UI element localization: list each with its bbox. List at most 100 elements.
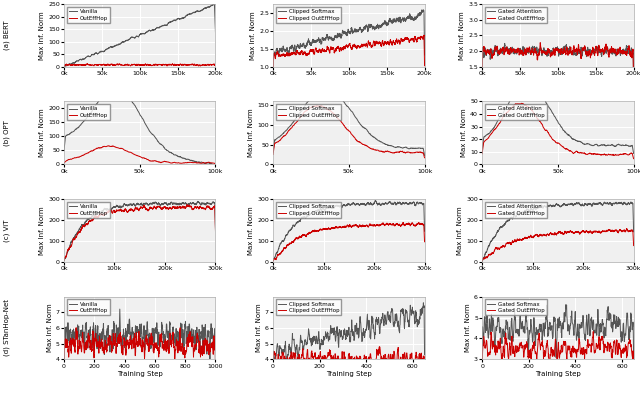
Clipped Softmax (416, 10, 424, 15)
Gated Attention (548, 49, 556, 54)
Legend: Gated Softmax, Gated OutEffHop: Gated Softmax, Gated OutEffHop (485, 299, 547, 316)
Line: OutEffHop: OutEffHop (64, 328, 216, 377)
Y-axis label: Max Inf. Norm: Max Inf. Norm (248, 109, 255, 157)
OutEffHop (60, 64, 68, 69)
Clipped OutEffHop (339, 46, 346, 51)
Gated Attention (540, 94, 547, 99)
Legend: Gated Attention, Gated OutEffHop: Gated Attention, Gated OutEffHop (485, 7, 547, 23)
Clipped OutEffHop (373, 148, 381, 152)
Gated OutEffHop (611, 228, 618, 233)
Y-axis label: Max Inf. Norm: Max Inf. Norm (250, 11, 256, 60)
Clipped OutEffHop (310, 357, 317, 361)
Line: Clipped OutEffHop: Clipped OutEffHop (273, 347, 424, 385)
Gated OutEffHop (596, 152, 604, 157)
Line: OutEffHop: OutEffHop (64, 146, 216, 164)
OutEffHop (84, 61, 92, 66)
Y-axis label: Max Inf. Norm: Max Inf. Norm (461, 109, 467, 157)
Vanilla (122, 91, 129, 96)
Gated OutEffHop (518, 345, 526, 350)
Y-axis label: Max Inf. Norm: Max Inf. Norm (39, 109, 45, 157)
OutEffHop (207, 63, 215, 68)
Gated Softmax (630, 355, 637, 360)
Y-axis label: Max Inf. Norm: Max Inf. Norm (460, 11, 465, 60)
Vanilla (179, 335, 186, 340)
Gated Attention (478, 149, 486, 154)
Gated Attention (545, 105, 553, 110)
OutEffHop (212, 64, 220, 68)
Vanilla (118, 204, 126, 209)
Gated OutEffHop (582, 152, 590, 157)
OutEffHop (207, 63, 215, 68)
Clipped OutEffHop (420, 239, 428, 244)
X-axis label: Training Step: Training Step (326, 371, 372, 377)
Vanilla (212, 366, 220, 371)
Vanilla (122, 336, 129, 341)
Y-axis label: Max Inf. Norm: Max Inf. Norm (47, 304, 53, 352)
Legend: Vanilla, OutEffHop: Vanilla, OutEffHop (67, 104, 110, 120)
Clipped Softmax (420, 229, 428, 234)
OutEffHop (76, 345, 83, 350)
Line: Clipped Softmax: Clipped Softmax (273, 201, 424, 261)
OutEffHop (68, 63, 76, 68)
Clipped OutEffHop (269, 152, 277, 157)
Gated OutEffHop (630, 243, 637, 248)
OutEffHop (60, 375, 68, 380)
Legend: Vanilla, OutEffHop: Vanilla, OutEffHop (67, 7, 110, 23)
Gated Attention (552, 46, 560, 51)
OutEffHop (212, 229, 220, 234)
OutEffHop (209, 206, 216, 211)
OutEffHop (212, 162, 220, 166)
Vanilla (212, 162, 220, 167)
Vanilla (181, 324, 189, 329)
Clipped Softmax (418, 200, 426, 205)
Gated Attention (611, 201, 618, 206)
Vanilla (60, 365, 68, 370)
OutEffHop (130, 62, 138, 67)
Clipped Softmax (416, 10, 424, 15)
Vanilla (130, 35, 138, 40)
OutEffHop (60, 161, 68, 166)
Clipped Softmax (420, 153, 428, 158)
Clipped Softmax (420, 53, 428, 57)
Vanilla (194, 199, 202, 204)
Legend: Gated Attention, Gated OutEffHop: Gated Attention, Gated OutEffHop (485, 202, 547, 218)
Line: Clipped Softmax: Clipped Softmax (273, 89, 424, 156)
Line: Clipped Softmax: Clipped Softmax (273, 303, 424, 378)
OutEffHop (179, 161, 186, 166)
Clipped Softmax (343, 33, 351, 38)
Vanilla (116, 307, 124, 312)
Vanilla (210, 163, 218, 167)
Vanilla (108, 86, 116, 90)
Clipped Softmax (336, 94, 344, 99)
Vanilla (209, 200, 216, 205)
Gated OutEffHop (589, 329, 597, 334)
Clipped OutEffHop (285, 128, 292, 133)
Gated OutEffHop (540, 125, 547, 130)
Gated OutEffHop (493, 124, 501, 128)
Clipped OutEffHop (420, 33, 428, 38)
Gated OutEffHop (495, 247, 503, 252)
Gated OutEffHop (543, 232, 550, 237)
Clipped OutEffHop (366, 352, 374, 357)
Vanilla (164, 332, 172, 337)
Gated OutEffHop (627, 229, 634, 233)
Clipped Softmax (344, 333, 352, 337)
Gated OutEffHop (623, 226, 630, 231)
Line: Clipped Softmax: Clipped Softmax (273, 10, 424, 78)
Gated Attention (596, 143, 604, 148)
Gated Softmax (478, 358, 486, 363)
Text: (a) BERT: (a) BERT (3, 21, 10, 50)
OutEffHop (127, 150, 134, 155)
Clipped Softmax (322, 87, 330, 92)
Legend: Clipped Softmax, Clipped OutEffHop: Clipped Softmax, Clipped OutEffHop (276, 299, 342, 316)
Vanilla (127, 330, 134, 335)
Line: OutEffHop: OutEffHop (64, 64, 216, 66)
Vanilla (76, 124, 83, 128)
Clipped OutEffHop (388, 41, 396, 46)
Y-axis label: Max Inf. Norm: Max Inf. Norm (248, 206, 254, 255)
Gated Attention (478, 259, 486, 264)
Line: Vanilla: Vanilla (64, 309, 216, 368)
Gated OutEffHop (584, 344, 591, 348)
Line: Gated Attention: Gated Attention (482, 83, 634, 154)
Gated Softmax (562, 302, 570, 307)
